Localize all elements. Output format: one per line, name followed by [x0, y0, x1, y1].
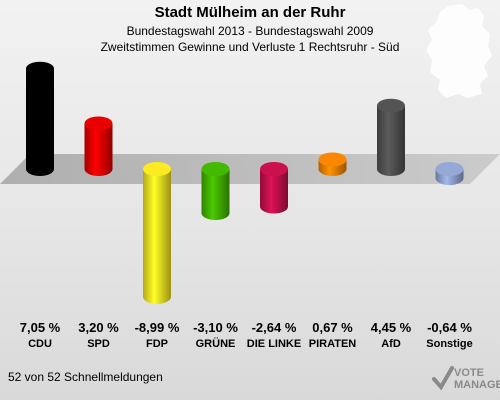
value-label: 3,20 % — [78, 320, 119, 335]
chart-title: Stadt Mülheim an der Ruhr — [154, 4, 346, 21]
check-icon — [432, 366, 454, 391]
value-label: 7,05 % — [19, 320, 61, 335]
value-label: -2,64 % — [251, 320, 297, 335]
value-label: -0,64 % — [427, 320, 472, 335]
category-label: FDP — [146, 338, 168, 350]
logo-line2: MANAGER — [454, 379, 500, 391]
chart-subtitle-region: Zweitstimmen Gewinne und Verluste 1 Rech… — [100, 40, 400, 54]
logo-line1: VOTE — [454, 367, 484, 379]
category-label: PIRATEN — [308, 338, 357, 350]
bar-die-linke — [260, 162, 288, 214]
category-label: CDU — [28, 338, 52, 350]
value-label: -3,10 % — [193, 320, 238, 335]
bar-grüne — [201, 162, 230, 221]
category-label: SPD — [87, 338, 110, 350]
category-label: DIE LINKE — [246, 338, 302, 350]
chart-subtitle-election: Bundestagswahl 2013 - Bundestagswahl 200… — [126, 24, 374, 38]
footer-note: 52 von 52 Schnellmeldungen — [8, 370, 163, 384]
bar-cdu — [26, 61, 54, 176]
category-label: Sonstige — [426, 338, 473, 350]
bar-fdp — [143, 162, 171, 304]
germany-map-icon — [426, 4, 492, 98]
category-label: AfD — [381, 338, 401, 350]
bar-piraten — [318, 152, 347, 176]
value-label: 4,45 % — [370, 320, 412, 335]
value-label: 0,67 % — [312, 320, 353, 335]
bar-spd — [84, 116, 113, 176]
value-label: -8,99 % — [134, 320, 180, 335]
bar-sonstige — [435, 162, 464, 186]
baseline-platform — [0, 154, 500, 184]
bar-afd — [377, 98, 405, 176]
votemanager-logo: VOTE MANAGER — [432, 365, 500, 397]
category-label: GRÜNE — [195, 338, 236, 350]
